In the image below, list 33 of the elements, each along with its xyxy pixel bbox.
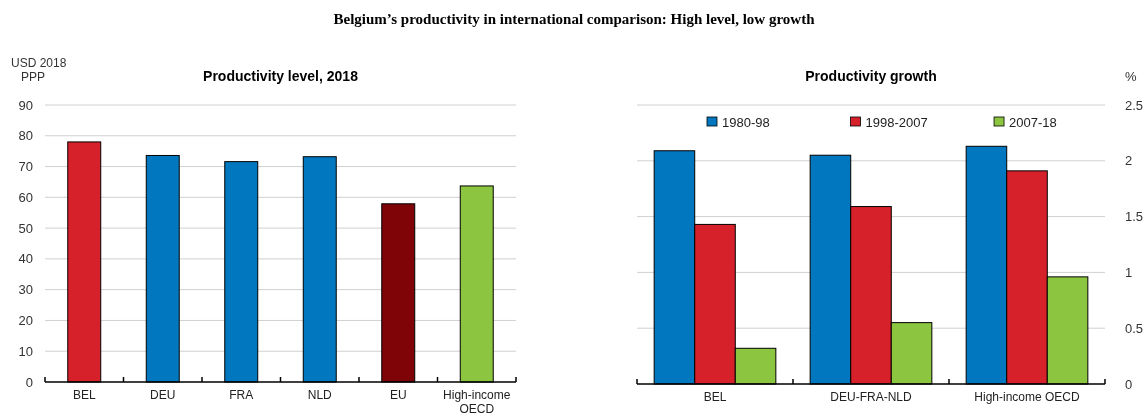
chart-title: Productivity growth (805, 68, 937, 84)
y2-tick-label: 0.5 (1125, 320, 1144, 336)
y-tick-label: 80 (18, 128, 33, 144)
legend-label: 2007-18 (1009, 114, 1057, 130)
x-tick-label: High-income OECD (443, 388, 511, 416)
y-tick-label: 70 (18, 159, 33, 175)
legend-label: 1998-2007 (865, 114, 928, 130)
y2-tick-label: 0 (1125, 376, 1133, 392)
y-tick-label: 50 (18, 220, 33, 236)
y2-tick-label: 2 (1125, 153, 1133, 169)
y-tick-label: 90 (18, 97, 33, 113)
y-tick-label: 30 (18, 282, 33, 298)
x-tick-label: BEL (72, 388, 96, 402)
x-tick-label: DEU-FRA-NLD (830, 390, 912, 404)
y-tick-label: 20 (18, 312, 33, 328)
legend-label: 1980-98 (722, 114, 770, 130)
chart-subtitle: Productivity level, 2018 (203, 68, 359, 84)
y2-tick-label: 1.5 (1125, 209, 1144, 225)
x-tick-label: FRA (229, 388, 254, 402)
y2-axis-title: % (1125, 69, 1137, 84)
y2-tick-label: 1 (1125, 264, 1133, 280)
x-tick-label: NLD (307, 388, 333, 402)
x-tick-label: High-income OECD (974, 390, 1081, 404)
y-tick-label: 60 (18, 189, 33, 205)
text: Belgium’s productivity in international comparison: High level, low growth (333, 11, 816, 27)
x-tick-label: EU (389, 388, 407, 402)
y-tick-label: 0 (25, 374, 33, 390)
y-axis-title: USD 2018 PPP (11, 56, 67, 84)
x-tick-label: DEU (150, 388, 176, 402)
y-tick-label: 10 (18, 343, 33, 359)
y2-tick-label: 2.5 (1125, 97, 1144, 113)
y-tick-label: 40 (18, 251, 33, 267)
x-tick-label: BEL (703, 390, 727, 404)
